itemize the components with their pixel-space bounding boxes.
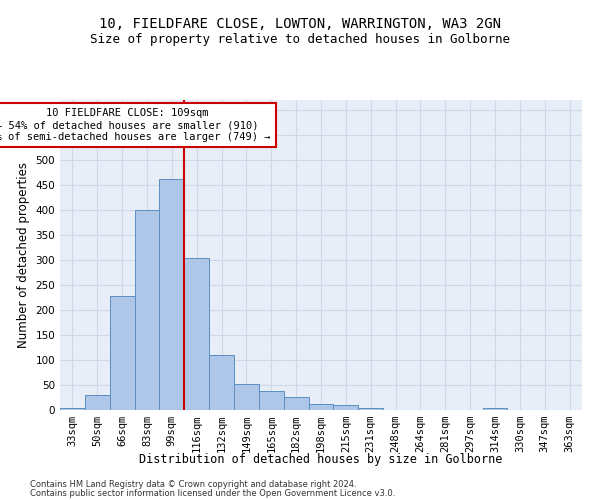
Bar [234, 384, 259, 410]
Text: Contains public sector information licensed under the Open Government Licence v3: Contains public sector information licen… [30, 489, 395, 498]
Bar [209, 355, 234, 410]
Text: 10, FIELDFARE CLOSE, LOWTON, WARRINGTON, WA3 2GN: 10, FIELDFARE CLOSE, LOWTON, WARRINGTON,… [99, 18, 501, 32]
Bar [134, 210, 160, 410]
Bar [308, 404, 334, 410]
Text: Contains HM Land Registry data © Crown copyright and database right 2024.: Contains HM Land Registry data © Crown c… [30, 480, 356, 489]
Text: 10 FIELDFARE CLOSE: 109sqm
← 54% of detached houses are smaller (910)
44% of sem: 10 FIELDFARE CLOSE: 109sqm ← 54% of deta… [0, 108, 271, 142]
Text: Distribution of detached houses by size in Golborne: Distribution of detached houses by size … [139, 452, 503, 466]
Bar [334, 404, 358, 410]
Bar [85, 395, 110, 410]
Bar [160, 178, 184, 410]
Bar [482, 408, 508, 410]
Bar [284, 397, 308, 410]
Bar [184, 258, 209, 410]
Bar [60, 408, 85, 410]
Y-axis label: Number of detached properties: Number of detached properties [17, 162, 30, 348]
Bar [110, 296, 134, 410]
Bar [259, 390, 284, 410]
Bar [358, 408, 383, 410]
Text: Size of property relative to detached houses in Golborne: Size of property relative to detached ho… [90, 32, 510, 46]
